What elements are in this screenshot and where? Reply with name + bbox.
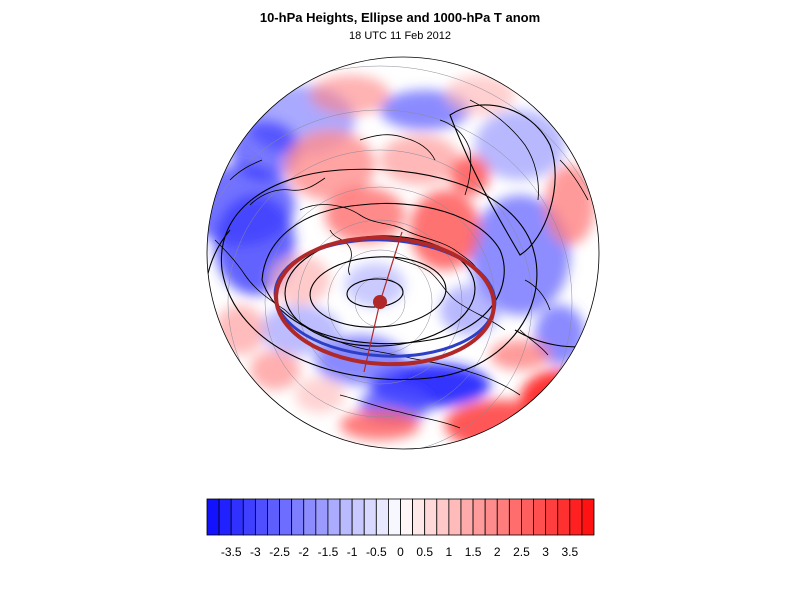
colorbar-box [303,498,317,536]
colorbar-box [557,498,571,536]
colorbar-boxes [206,498,595,536]
colorbar-box [424,498,438,536]
map-subtitle: 18 UTC 11 Feb 2012 [349,30,451,42]
colorbar-box [412,498,426,536]
colorbar-box [254,498,268,536]
colorbar-box [327,498,341,536]
colorbar-tick-label: -2 [298,545,309,559]
colorbar-box [581,498,595,536]
colorbar-box [315,498,329,536]
colorbar-box [242,498,256,536]
colorbar-box [388,498,401,536]
colorbar-box [436,498,450,536]
colorbar-box [375,498,389,536]
colorbar-tick-label: 1 [446,545,453,559]
colorbar-box [472,498,486,536]
colorbar-box [533,498,547,536]
colorbar-labels: -3.5 -3 -2.5 -2 -1.5 -1 -0.5 0 0.5 1 1.5 2 2.5 3 3.5 [221,545,579,559]
colorbar-box [508,498,522,536]
colorbar-box [339,498,353,536]
colorbar-tick-label: 0.5 [416,545,433,559]
globe-outline [206,56,600,450]
colorbar-box [230,498,244,536]
colorbar-box [484,498,498,536]
map-title: 10-hPa Heights, Ellipse and 1000-hPa T a… [259,10,541,25]
colorbar-box [363,498,377,536]
height-contours [207,104,599,381]
colorbar-tick-label: 0 [397,545,404,559]
colorbar-box [206,498,220,536]
colorbar-box [400,498,413,536]
colorbar-tick-label: -2.5 [269,545,290,559]
colorbar-box [496,498,510,536]
vortex-ellipse [273,231,497,373]
colorbar-tick-label: 2.5 [513,545,530,559]
colorbar-tick-label: 3.5 [561,545,578,559]
colorbar-tick-label: -3 [250,545,261,559]
ellipse-center-marker [373,295,387,309]
colorbar-box [545,498,559,536]
colorbar-tick-label: 3 [542,545,549,559]
colorbar-box [521,498,534,536]
colorbar-box [267,498,280,536]
colorbar-tick-label: -1.5 [318,545,339,559]
colorbar-tick-label: -1 [347,545,358,559]
colorbar-tick-label: 1.5 [465,545,482,559]
colorbar-tick-label: -0.5 [366,545,387,559]
colorbar-box [291,498,305,536]
colorbar-box [351,498,365,536]
globe-disk [207,57,599,449]
colorbar-box [218,498,232,536]
colorbar-box [460,498,474,536]
colorbar-tick-label: -3.5 [221,545,242,559]
colorbar-box [448,498,462,536]
colorbar-box [569,498,583,536]
coastlines [214,99,589,429]
colorbar-box [279,498,293,536]
colorbar-tick-label: 2 [494,545,501,559]
